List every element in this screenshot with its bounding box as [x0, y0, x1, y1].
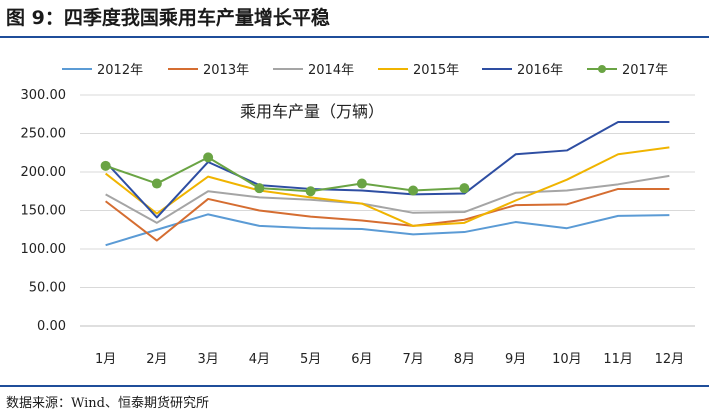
y-axis-ticks: 0.00 50.00 100.00 150.00 200.00 250.00 300.00	[21, 88, 67, 334]
series-lines	[100, 120, 670, 247]
legend: 2012年 2013年 2014年 2015年 2016年 2017年	[62, 63, 668, 78]
x-tick-label: 3月	[197, 352, 218, 367]
data-point-marker	[305, 186, 316, 197]
data-point-marker	[408, 185, 419, 196]
x-tick-label: 5月	[300, 352, 321, 367]
legend-marker	[598, 65, 606, 73]
y-tick-label: 200.00	[21, 165, 67, 180]
figure-title: 图 9：四季度我国乘用车产量增长平稳	[6, 7, 330, 29]
data-point-marker	[254, 183, 265, 194]
y-tick-label: 100.00	[21, 242, 67, 257]
series-line	[105, 156, 465, 193]
y-tick-label: 250.00	[21, 127, 67, 142]
x-axis-ticks: 1月 2月 3月 4月 5月 6月 7月 8月 9月 10月 11月 12月	[95, 352, 684, 367]
x-tick-label: 11月	[603, 352, 633, 367]
line-chart: 0.0050.00100.00150.00200.00250.00300.00 …	[21, 63, 695, 367]
x-tick-label: 10月	[552, 352, 582, 367]
y-tick-label: 150.00	[21, 204, 67, 219]
x-tick-label: 2月	[146, 352, 167, 367]
legend-label: 2013年	[203, 63, 249, 78]
gridlines	[80, 94, 695, 288]
x-tick-label: 7月	[402, 352, 423, 367]
x-tick-label: 12月	[655, 352, 685, 367]
x-tick-label: 1月	[95, 352, 116, 367]
series-line	[105, 213, 670, 247]
data-point-marker	[356, 178, 367, 189]
source-rule	[0, 385, 709, 387]
legend-label: 2014年	[308, 63, 354, 78]
series-line	[105, 187, 670, 242]
data-point-marker	[151, 178, 162, 189]
legend-label: 2016年	[517, 63, 563, 78]
title-rule	[0, 36, 709, 38]
y-tick-label: 50.00	[29, 281, 66, 296]
y-tick-label: 300.00	[21, 88, 67, 103]
legend-label: 2015年	[413, 63, 459, 78]
series-line	[104, 120, 670, 219]
y-tick-label: 0.00	[37, 319, 66, 334]
x-tick-label: 9月	[505, 352, 526, 367]
data-point-marker	[100, 160, 111, 171]
chart-inner-title: 乘用车产量（万辆）	[240, 102, 384, 121]
legend-label: 2012年	[97, 63, 143, 78]
legend-label: 2017年	[622, 63, 668, 78]
x-tick-label: 8月	[454, 352, 475, 367]
data-point-marker	[203, 152, 214, 163]
x-tick-label: 4月	[249, 352, 270, 367]
source-note: 数据来源：Wind、恒泰期货研究所	[6, 396, 209, 411]
series-line	[105, 146, 670, 227]
series-line	[105, 174, 670, 224]
data-point-marker	[459, 183, 470, 194]
x-tick-label: 6月	[351, 352, 372, 367]
